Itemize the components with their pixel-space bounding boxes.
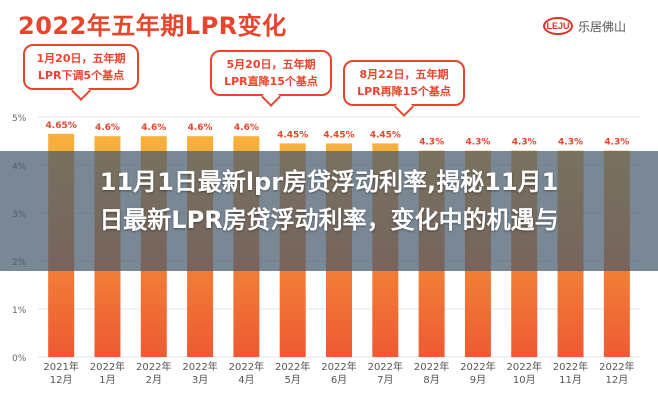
- data-label: 4.65%: [46, 121, 77, 131]
- y-tick-label: 5%: [12, 114, 27, 124]
- x-tick-label: 12月: [605, 374, 628, 386]
- headline-overlay: 11月1日最新lpr房贷浮动利率,揭秘11月1 日最新LPR房贷浮动利率，变化中…: [0, 151, 658, 271]
- callout-may-line2: LPR直降15个基点: [224, 75, 318, 88]
- x-tick-label: 9月: [470, 374, 486, 386]
- data-label: 4.6%: [141, 123, 166, 133]
- data-label: 4.45%: [323, 130, 354, 140]
- x-tick-label: 8月: [423, 374, 439, 386]
- x-tick-label: 6月: [331, 374, 347, 386]
- data-label: 4.3%: [512, 138, 537, 148]
- x-tick-label: 2022年: [368, 360, 403, 373]
- callout-aug: 8月22日，五年期 LPR再降15个基点: [343, 60, 465, 106]
- callout-may-line1: 5月20日，五年期: [226, 58, 316, 71]
- chart-title: 2022年五年期LPR变化: [18, 12, 287, 40]
- callout-jan-line1: 1月20日，五年期: [36, 52, 126, 65]
- data-label: 4.6%: [234, 123, 259, 133]
- x-tick-label: 7月: [377, 374, 393, 386]
- y-tick-label: 1%: [12, 306, 27, 316]
- callout-aug-line2: LPR再降15个基点: [357, 85, 451, 98]
- data-label: 4.3%: [465, 138, 490, 148]
- data-label: 4.3%: [419, 138, 444, 148]
- x-tick-label: 4月: [238, 374, 254, 386]
- x-tick-label: 10月: [513, 374, 536, 386]
- x-tick-label: 12月: [50, 374, 73, 386]
- x-tick-label: 2022年: [90, 360, 125, 373]
- headline-line2: 日最新LPR房贷浮动利率，变化中的机遇与: [99, 206, 559, 234]
- x-tick-label: 11月: [559, 374, 582, 386]
- x-tick-label: 1月: [99, 374, 115, 386]
- x-tick-label: 2022年: [182, 360, 217, 373]
- leju-logo-mark: LEJU: [543, 17, 573, 35]
- headline-text: 11月1日最新lpr房贷浮动利率,揭秘11月1 日最新LPR房贷浮动利率，变化中…: [0, 163, 658, 239]
- data-label: 4.6%: [95, 123, 120, 133]
- x-tick-label: 2022年: [414, 360, 449, 373]
- callout-may: 5月20日，五年期 LPR直降15个基点: [210, 50, 332, 96]
- x-tick-label: 5月: [285, 374, 301, 386]
- x-tick-label: 2022年: [599, 360, 634, 373]
- x-tick-label: 2月: [146, 374, 162, 386]
- x-tick-label: 3月: [192, 374, 208, 386]
- y-tick-label: 0%: [12, 354, 27, 364]
- x-tick-label: 2022年: [275, 360, 310, 373]
- x-tick-label: 2022年: [507, 360, 542, 373]
- x-tick-label: 2021年: [43, 360, 78, 373]
- leju-logo-text: 乐居佛山: [578, 19, 627, 34]
- callout-jan: 1月20日，五年期 LPR下调5个基点: [23, 44, 139, 90]
- data-label: 4.6%: [188, 123, 213, 133]
- data-label: 4.3%: [604, 138, 629, 148]
- callout-jan-line2: LPR下调5个基点: [37, 69, 125, 82]
- leju-logo: LEJU 乐居佛山: [543, 14, 626, 38]
- callout-aug-line1: 8月22日，五年期: [359, 68, 449, 81]
- x-tick-label: 2022年: [460, 360, 495, 373]
- data-label: 4.45%: [277, 130, 308, 140]
- x-tick-label: 2022年: [553, 360, 588, 373]
- headline-line1: 11月1日最新lpr房贷浮动利率,揭秘11月1: [99, 168, 559, 196]
- x-tick-label: 2022年: [136, 360, 171, 373]
- data-label: 4.3%: [558, 138, 583, 148]
- x-tick-label: 2022年: [229, 360, 264, 373]
- x-tick-label: 2022年: [321, 360, 356, 373]
- data-label: 4.45%: [370, 130, 401, 140]
